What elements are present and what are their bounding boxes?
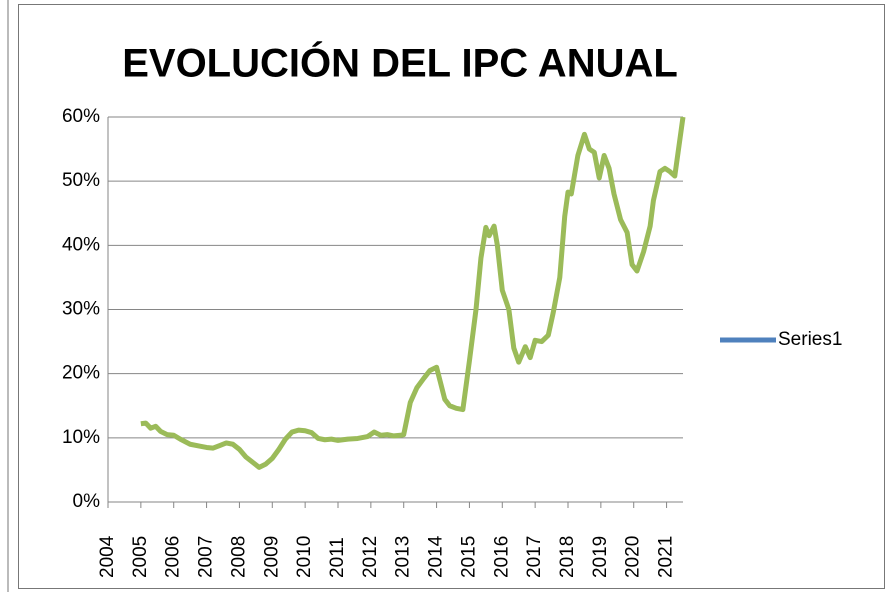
x-tick-label: 2004	[97, 535, 118, 578]
x-tick-label: 2014	[426, 535, 447, 578]
y-tick-label: 0%	[73, 491, 101, 512]
x-tick-label: 2015	[458, 536, 479, 578]
y-tick-label: 60%	[62, 106, 100, 127]
series-line	[140, 116, 686, 470]
x-tick-label: 2017	[524, 536, 545, 578]
x-tick-label: 2021	[656, 536, 677, 578]
x-tick-label: 2012	[360, 536, 381, 578]
chart-border	[18, 4, 885, 589]
x-tick-label: 2005	[130, 536, 151, 578]
y-tick-label: 40%	[62, 234, 100, 255]
x-tick-label: 2008	[228, 536, 249, 578]
x-tick-label: 2016	[491, 536, 512, 578]
x-tick-label: 2013	[393, 536, 414, 578]
y-tick-label: 20%	[62, 363, 100, 384]
y-tick-label: 30%	[62, 299, 100, 320]
legend-label: Series1	[778, 329, 842, 350]
x-tick-label: 2007	[196, 536, 217, 578]
x-tick-label: 2018	[557, 536, 578, 578]
x-tick-label: 2019	[590, 536, 611, 578]
y-tick-label: 50%	[62, 170, 100, 191]
x-tick-label: 2011	[327, 537, 348, 578]
x-tick-label: 2010	[294, 536, 315, 578]
x-tick-label: 2020	[623, 536, 644, 578]
x-tick-label: 2006	[163, 536, 184, 578]
chart-title: EVOLUCIÓN DEL IPC ANUAL	[122, 40, 678, 86]
y-tick-label: 10%	[62, 427, 100, 448]
x-tick-label: 2009	[261, 536, 282, 578]
